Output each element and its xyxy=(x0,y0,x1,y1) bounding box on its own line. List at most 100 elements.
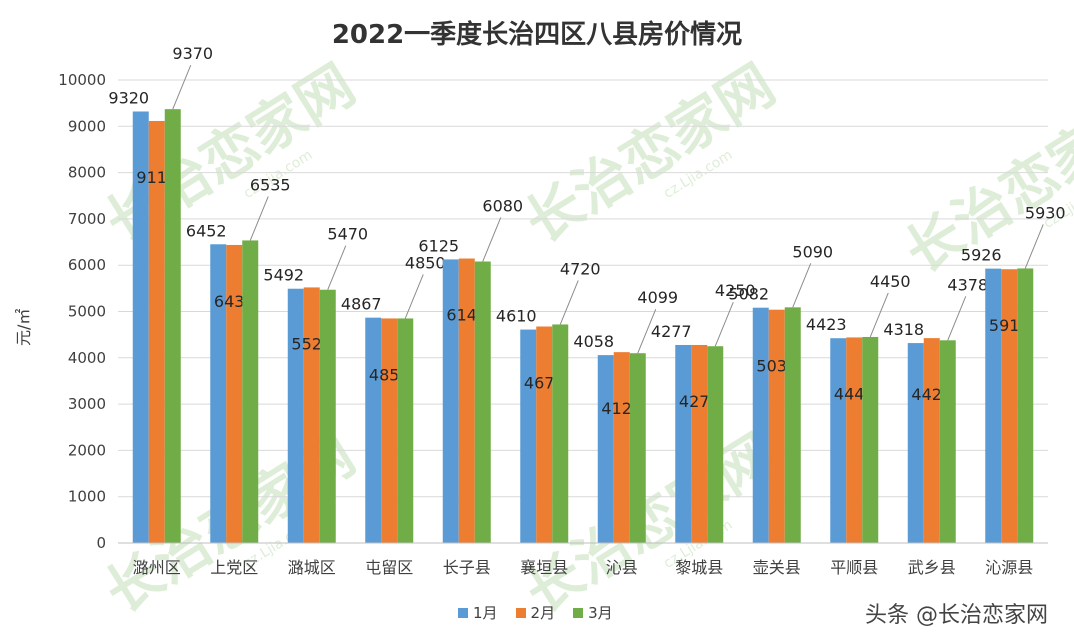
leader-line xyxy=(637,309,657,354)
data-label: 5470 xyxy=(327,225,368,244)
data-label: 4250 xyxy=(715,281,756,300)
y-tick-label: 3000 xyxy=(68,395,106,413)
data-label: 5082 xyxy=(728,285,769,304)
data-label: 4277 xyxy=(651,322,692,341)
y-tick-label: 5000 xyxy=(68,303,106,321)
bar xyxy=(1001,269,1018,543)
y-tick-label: 4000 xyxy=(68,349,106,367)
x-tick-label: 武乡县 xyxy=(908,558,956,577)
bar xyxy=(210,244,227,543)
bar xyxy=(474,261,491,543)
bar xyxy=(319,289,336,543)
bar xyxy=(458,258,475,543)
chart-title: 2022一季度长治四区八县房价情况 xyxy=(331,20,743,50)
bar xyxy=(597,355,614,543)
bar xyxy=(691,344,708,543)
leader-line xyxy=(1024,224,1044,269)
data-label: 6125 xyxy=(418,236,459,255)
leader-line xyxy=(792,263,812,308)
x-tick-label: 屯留区 xyxy=(365,558,413,577)
data-label: 5090 xyxy=(792,242,833,261)
y-tick-label: 6000 xyxy=(68,256,106,274)
bar xyxy=(226,244,243,543)
bar xyxy=(907,343,924,543)
x-tick-label: 长子县 xyxy=(443,558,491,577)
data-label: 4450 xyxy=(870,272,911,291)
bar xyxy=(287,288,304,543)
bar xyxy=(939,340,956,543)
bar xyxy=(164,109,181,543)
legend-label-3: 3月 xyxy=(588,604,613,622)
data-label: 5926 xyxy=(961,246,1002,265)
legend-label-1: 1月 xyxy=(473,604,498,622)
leader-line xyxy=(869,292,889,338)
leader-line xyxy=(172,64,192,110)
legend-swatch-3 xyxy=(573,607,584,618)
legend-swatch-2 xyxy=(515,607,526,618)
leader-line xyxy=(404,274,424,319)
bar xyxy=(707,346,724,543)
bar xyxy=(242,240,259,543)
y-tick-label: 2000 xyxy=(68,441,106,459)
y-tick-label: 7000 xyxy=(68,210,106,228)
x-tick-label: 壶关县 xyxy=(753,558,801,577)
x-tick-label: 襄垣县 xyxy=(520,558,568,577)
bar xyxy=(381,318,398,543)
data-label: 4099 xyxy=(637,288,678,307)
legend-item-2: 2月 xyxy=(515,602,556,623)
bar xyxy=(768,309,785,543)
data-label: 4058 xyxy=(573,332,614,351)
leader-line xyxy=(947,296,967,341)
bar xyxy=(442,259,459,543)
data-label: 5930 xyxy=(1025,203,1066,222)
bar xyxy=(923,338,940,543)
y-tick-label: 8000 xyxy=(68,164,106,182)
data-label: 4720 xyxy=(560,259,601,278)
bar xyxy=(862,336,879,543)
x-tick-label: 沁源县 xyxy=(985,558,1033,577)
data-label: 4610 xyxy=(496,307,537,326)
data-label: 9370 xyxy=(172,44,213,63)
bar xyxy=(675,344,692,543)
data-label: 4423 xyxy=(806,315,847,334)
data-label: 4318 xyxy=(883,320,924,339)
x-tick-label: 沁县 xyxy=(606,558,638,577)
x-tick-label: 潞城区 xyxy=(288,558,336,577)
bar xyxy=(132,111,149,543)
data-label: 6535 xyxy=(250,175,291,194)
data-label: 5492 xyxy=(263,266,304,285)
bar xyxy=(303,287,320,543)
data-label: 4867 xyxy=(341,295,382,314)
bar xyxy=(752,307,769,543)
y-tick-label: 0 xyxy=(96,534,106,552)
leader-line xyxy=(482,217,502,262)
bar xyxy=(552,324,569,543)
watermark-credit: 头条 @长治恋家网 xyxy=(859,595,1054,631)
data-label: 4378 xyxy=(947,275,988,294)
leader-line xyxy=(249,196,269,241)
bar xyxy=(536,326,553,543)
legend-item-1: 1月 xyxy=(458,602,498,623)
legend-label-2: 2月 xyxy=(530,604,556,622)
bar xyxy=(148,120,165,544)
bar xyxy=(985,268,1002,543)
bar xyxy=(784,307,801,543)
y-tick-label: 9000 xyxy=(68,117,106,135)
bar xyxy=(397,318,414,543)
y-tick-label: 10000 xyxy=(58,71,106,89)
legend-swatch-1 xyxy=(458,607,468,618)
bar xyxy=(613,352,630,543)
bar xyxy=(365,317,382,543)
watermark-logo-text: 长治恋家网 xyxy=(514,53,786,257)
x-tick-label: 黎城县 xyxy=(675,558,723,577)
bar xyxy=(1017,268,1034,543)
leader-line xyxy=(714,302,734,347)
bar xyxy=(846,337,863,543)
y-tick-label: 1000 xyxy=(68,488,106,506)
data-label: 9320 xyxy=(108,88,149,107)
data-label: 6080 xyxy=(482,196,523,215)
chart-legend: 1月 2月 3月 xyxy=(458,602,613,623)
x-tick-label: 平顺县 xyxy=(830,558,878,577)
